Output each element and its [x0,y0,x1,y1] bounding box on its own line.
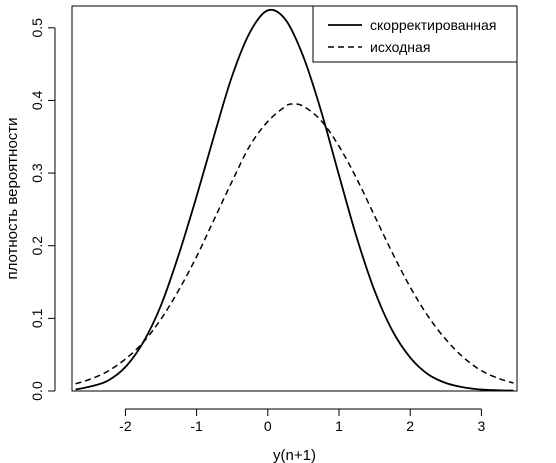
x-tick-label: 2 [406,418,414,434]
x-axis: -2 -1 0 1 2 3 [119,408,486,434]
y-tick-label: 0.2 [29,236,45,256]
x-tick-label: 0 [264,418,272,434]
plot-frame [71,5,518,392]
y-axis-title: плотность вероятности [4,117,21,279]
y-tick-label: 0.5 [29,18,45,38]
y-tick-label: 0.1 [29,308,45,328]
x-tick-label: 1 [335,418,343,434]
x-axis-title: y(n+1) [273,447,316,463]
legend-label-corrected: скорректированная [370,17,496,33]
y-tick-label: 0.0 [29,381,45,401]
x-tick-label: -1 [190,418,203,434]
y-axis: 0.0 0.1 0.2 0.3 0.4 0.5 [29,18,56,401]
legend-label-original: исходная [370,39,430,55]
x-tick-label: 3 [478,418,486,434]
y-tick-label: 0.3 [29,163,45,183]
legend: скорректированная исходная [312,5,518,63]
legend-box [312,5,518,63]
y-tick-label: 0.4 [29,90,45,110]
plot-area [71,5,518,392]
series-line-original [75,103,514,385]
series-line-corrected [75,8,514,392]
series-layer [75,8,514,392]
x-tick-label: -2 [119,418,132,434]
